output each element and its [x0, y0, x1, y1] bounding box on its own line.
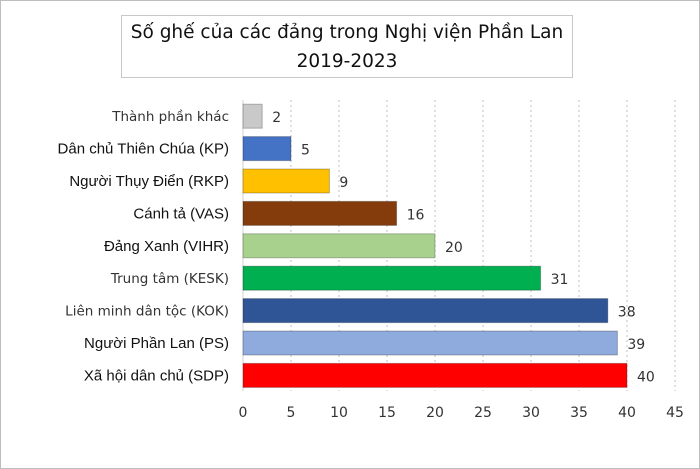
category-label: Liên minh dân tộc (KOK): [65, 304, 229, 320]
bar: [242, 330, 618, 356]
bar: [242, 362, 628, 388]
bar: [242, 168, 330, 194]
data-label: 40: [637, 369, 655, 385]
data-label: 16: [407, 207, 425, 223]
chart-title: Số ghế của các đảng trong Nghị viện Phần…: [130, 22, 564, 43]
x-tick-label: 30: [522, 405, 540, 421]
data-label: 9: [339, 175, 348, 191]
category-label: Xã hội dân chủ (SDP): [84, 367, 229, 384]
data-label: 38: [618, 305, 636, 321]
x-tick-label: 10: [330, 405, 348, 421]
data-label: 31: [551, 272, 569, 288]
category-label: Thành phần khác: [111, 109, 229, 125]
x-tick-label: 45: [666, 405, 684, 421]
category-label: Trung tâm (KESK): [110, 271, 229, 287]
bar: [242, 233, 436, 259]
bar: [242, 298, 609, 324]
category-label: Người Phần Lan (PS): [84, 335, 229, 352]
x-tick-label: 25: [474, 405, 492, 421]
bar: [242, 200, 398, 226]
x-tick-label: 15: [378, 405, 396, 421]
x-tick-label: 5: [287, 405, 296, 421]
data-label: 2: [272, 110, 281, 126]
data-label: 5: [301, 143, 310, 159]
data-label: 39: [627, 337, 645, 353]
bar: [242, 103, 263, 129]
bar: [242, 136, 292, 162]
x-tick-label: 35: [570, 405, 588, 421]
x-tick-label: 0: [239, 405, 248, 421]
chart-subtitle: 2019-2023: [296, 51, 398, 72]
data-label: 20: [445, 240, 463, 256]
category-label: Cánh tả (VAS): [133, 205, 229, 222]
category-label: Dân chủ Thiên Chúa (KP): [58, 141, 229, 158]
category-label: Người Thụy Điển (RKP): [69, 173, 229, 190]
bar: [242, 265, 542, 291]
category-label: Đảng Xanh (VIHR): [104, 238, 229, 255]
x-tick-label: 40: [618, 405, 636, 421]
chart-title-box: Số ghế của các đảng trong Nghị viện Phần…: [121, 15, 573, 78]
x-tick-label: 20: [426, 405, 444, 421]
